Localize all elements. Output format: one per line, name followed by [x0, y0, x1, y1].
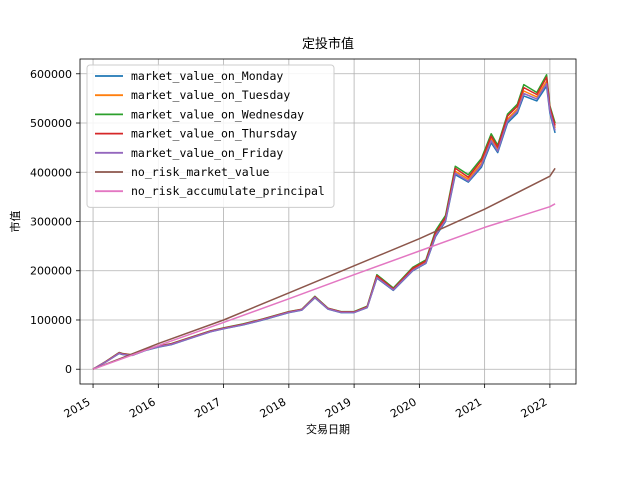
y-tick-label: 100000 [30, 314, 72, 327]
legend-label: market_value_on_Wednesday [131, 107, 304, 121]
chart-title: 定投市值 [302, 36, 354, 52]
legend-label: no_risk_market_value [131, 165, 270, 179]
series-line-no_risk_market_value [92, 167, 556, 370]
series-line-market_value_on_Friday [92, 82, 556, 370]
legend-label: market_value_on_Friday [131, 146, 283, 160]
y-tick-label: 300000 [30, 216, 72, 229]
y-axis-label: 市值 [8, 211, 22, 233]
legend-label: market_value_on_Monday [131, 69, 283, 83]
legend-box [86, 64, 335, 208]
series-line-no_risk_accumulate_principal [92, 203, 556, 370]
y-axis: 0 100000 200000 300000 400000 500000 600000 [30, 68, 80, 376]
y-tick-label: 400000 [30, 166, 72, 179]
legend-label: no_risk_accumulate_principal [131, 184, 325, 198]
x-axis-label: 交易日期 [306, 422, 350, 436]
y-tick-label: 0 [65, 363, 72, 376]
series-lines [92, 74, 556, 370]
legend: market_value_on_Monday market_value_on_Tu… [86, 64, 335, 208]
y-tick-label: 500000 [30, 117, 72, 130]
legend-label: market_value_on_Thursday [131, 127, 297, 141]
legend-label: market_value_on_Tuesday [131, 88, 290, 102]
y-tick-label: 200000 [30, 265, 72, 278]
y-tick-label: 600000 [30, 68, 72, 81]
